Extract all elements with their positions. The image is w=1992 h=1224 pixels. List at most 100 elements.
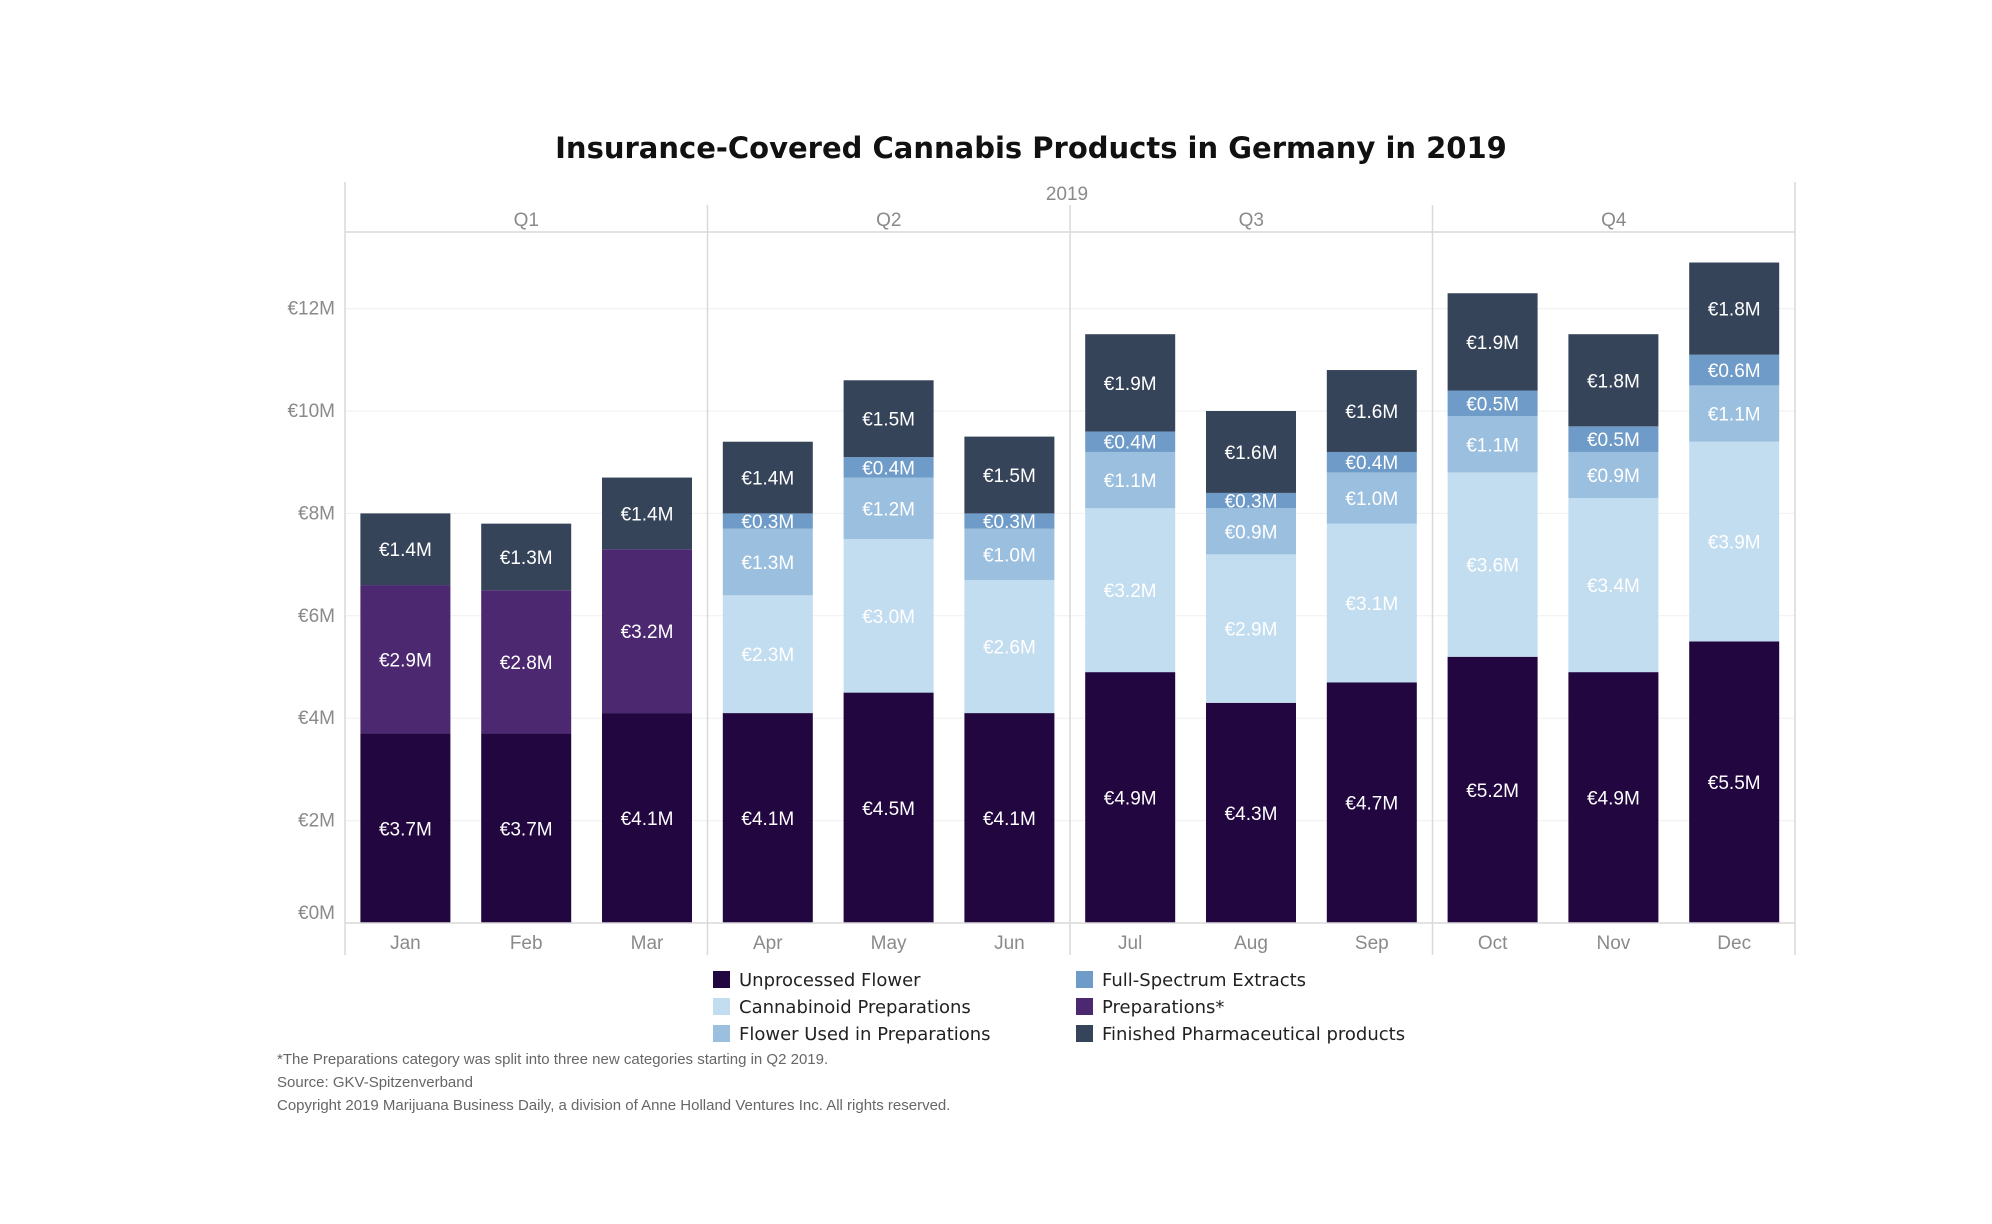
data-label: €0.9M	[1587, 466, 1640, 487]
bar-segment-full-spectrum-extracts	[1447, 390, 1538, 417]
bar-segment-unprocessed-flower	[1326, 682, 1417, 923]
bar-segment-full-spectrum-extracts	[1689, 354, 1780, 386]
bar-segment-unprocessed-flower	[1568, 672, 1659, 923]
data-label: €1.0M	[983, 545, 1036, 566]
data-label: €3.7M	[379, 819, 432, 840]
data-label: €4.1M	[741, 809, 794, 830]
bar-segment-unprocessed-flower	[1689, 641, 1780, 923]
legend: Unprocessed Flower Cannabinoid Preparatio…	[713, 970, 1405, 1045]
data-label: €0.9M	[1225, 522, 1278, 543]
data-label: €0.5M	[1587, 430, 1640, 451]
x-tick-label: Sep	[1355, 933, 1389, 954]
data-label: €1.6M	[1225, 443, 1278, 464]
bar-segment-finished-pharmaceutical-products	[1326, 370, 1417, 452]
bar-segment-flower-used-in-preparations	[1447, 416, 1538, 473]
bar-segment-finished-pharmaceutical-products	[1206, 411, 1296, 493]
data-label: €1.1M	[1708, 405, 1761, 426]
legend-label: Cannabinoid Preparations	[739, 997, 971, 1018]
bar-segment-cannabinoid-preparations	[1326, 523, 1417, 683]
bar-segment-unprocessed-flower	[1085, 672, 1176, 923]
data-label: €4.5M	[862, 799, 915, 820]
data-label: €3.1M	[1345, 594, 1398, 615]
bar-segment-cannabinoid-preparations	[964, 579, 1055, 714]
data-label: €2.8M	[500, 653, 553, 674]
x-tick-label: Jan	[390, 933, 421, 954]
bar-segment-flower-used-in-preparations	[1085, 451, 1176, 509]
data-label: €1.0M	[1345, 489, 1398, 510]
bar-segment-preparations	[360, 585, 451, 734]
data-label: €1.5M	[983, 466, 1036, 487]
data-label: €5.5M	[1708, 773, 1761, 794]
data-label: €4.1M	[621, 809, 674, 830]
legend-swatch-unprocessed-flower	[713, 971, 730, 988]
bar-segment-full-spectrum-extracts	[1206, 492, 1296, 509]
quarter-label: Q4	[1601, 210, 1627, 231]
data-label: €0.3M	[983, 512, 1036, 533]
data-label: €1.5M	[862, 410, 915, 431]
y-tick-label: €4M	[298, 708, 335, 729]
y-tick-label: €8M	[298, 503, 335, 524]
bar-segment-finished-pharmaceutical-products	[1447, 293, 1538, 391]
bar-segment-unprocessed-flower	[1206, 702, 1296, 923]
data-label: €1.1M	[1466, 435, 1519, 456]
legend-label: Unprocessed Flower	[739, 970, 921, 991]
data-label: €3.7M	[500, 819, 553, 840]
x-tick-label: Jun	[994, 933, 1025, 954]
footnote-text: *The Preparations category was split int…	[277, 1051, 828, 1068]
bar-segment-finished-pharmaceutical-products	[1689, 262, 1780, 355]
bar-segment-cannabinoid-preparations	[1447, 472, 1538, 657]
quarter-label: Q2	[876, 210, 901, 231]
bar-segment-full-spectrum-extracts	[1568, 426, 1659, 452]
bar-segment-unprocessed-flower	[481, 733, 572, 923]
data-label: €3.0M	[862, 607, 915, 628]
bar-segment-preparations	[602, 549, 692, 714]
bar-segment-unprocessed-flower	[722, 713, 813, 923]
axes: €0M €2M €4M €6M €8M €10M €12M Jan Feb Mar Apr May Ju…	[287, 182, 1796, 955]
legend-label: Finished Pharmaceutical products	[1102, 1024, 1405, 1045]
data-label: €1.1M	[1104, 471, 1157, 492]
data-label: €0.4M	[1345, 453, 1398, 474]
bar-segment-full-spectrum-extracts	[722, 513, 813, 529]
bars: €3.7M €2.9M €1.4M €3.7M €2.8M €1.3M €4.1M €3.2M…	[360, 262, 1780, 923]
data-label: €1.8M	[1587, 371, 1640, 392]
bar-segment-cannabinoid-preparations	[1689, 441, 1780, 642]
data-label: €1.9M	[1104, 374, 1157, 395]
bar-segment-full-spectrum-extracts	[1326, 451, 1417, 473]
bar-segment-cannabinoid-preparations	[722, 595, 813, 714]
footnote-text: Copyright 2019 Marijuana Business Daily,…	[277, 1097, 950, 1114]
quarter-headers: Q1 Q2 Q3 Q4	[345, 205, 1795, 955]
legend-label: Flower Used in Preparations	[739, 1024, 991, 1045]
bar-segment-full-spectrum-extracts	[964, 513, 1055, 529]
data-label: €1.6M	[1345, 402, 1398, 423]
data-label: €4.3M	[1225, 804, 1278, 825]
bar-segment-cannabinoid-preparations	[1206, 554, 1296, 703]
data-label: €5.2M	[1466, 781, 1519, 802]
data-label: €0.4M	[862, 458, 915, 479]
legend-swatch-full-spectrum-extracts	[1076, 971, 1093, 988]
data-label: €2.9M	[1225, 620, 1278, 641]
y-tick-label: €10M	[287, 401, 335, 422]
bar-segment-unprocessed-flower	[843, 692, 934, 923]
bar-segment-flower-used-in-preparations	[1689, 385, 1780, 442]
data-label: €2.6M	[983, 638, 1036, 659]
bar-segment-finished-pharmaceutical-products	[964, 436, 1055, 514]
x-tick-label: Oct	[1478, 933, 1508, 954]
data-label: €0.3M	[1225, 492, 1278, 513]
data-label: €2.9M	[379, 650, 432, 671]
data-label: €4.9M	[1104, 789, 1157, 810]
bar-segment-flower-used-in-preparations	[1568, 451, 1659, 499]
legend-swatch-cannabinoid-preparations	[713, 998, 730, 1015]
data-label: €0.6M	[1708, 361, 1761, 382]
x-tick-label: Apr	[753, 933, 783, 954]
bar-segment-full-spectrum-extracts	[843, 457, 934, 478]
data-label: €1.8M	[1708, 300, 1761, 321]
bar-segment-finished-pharmaceutical-products	[602, 477, 692, 550]
data-label: €1.4M	[621, 504, 674, 525]
y-tick-label: €2M	[298, 811, 335, 832]
bar-segment-finished-pharmaceutical-products	[1085, 334, 1176, 432]
legend-label: Full-Spectrum Extracts	[1102, 970, 1306, 991]
data-label: €0.3M	[741, 512, 794, 533]
x-tick-label: Mar	[631, 933, 664, 954]
bar-segment-full-spectrum-extracts	[1085, 431, 1176, 452]
